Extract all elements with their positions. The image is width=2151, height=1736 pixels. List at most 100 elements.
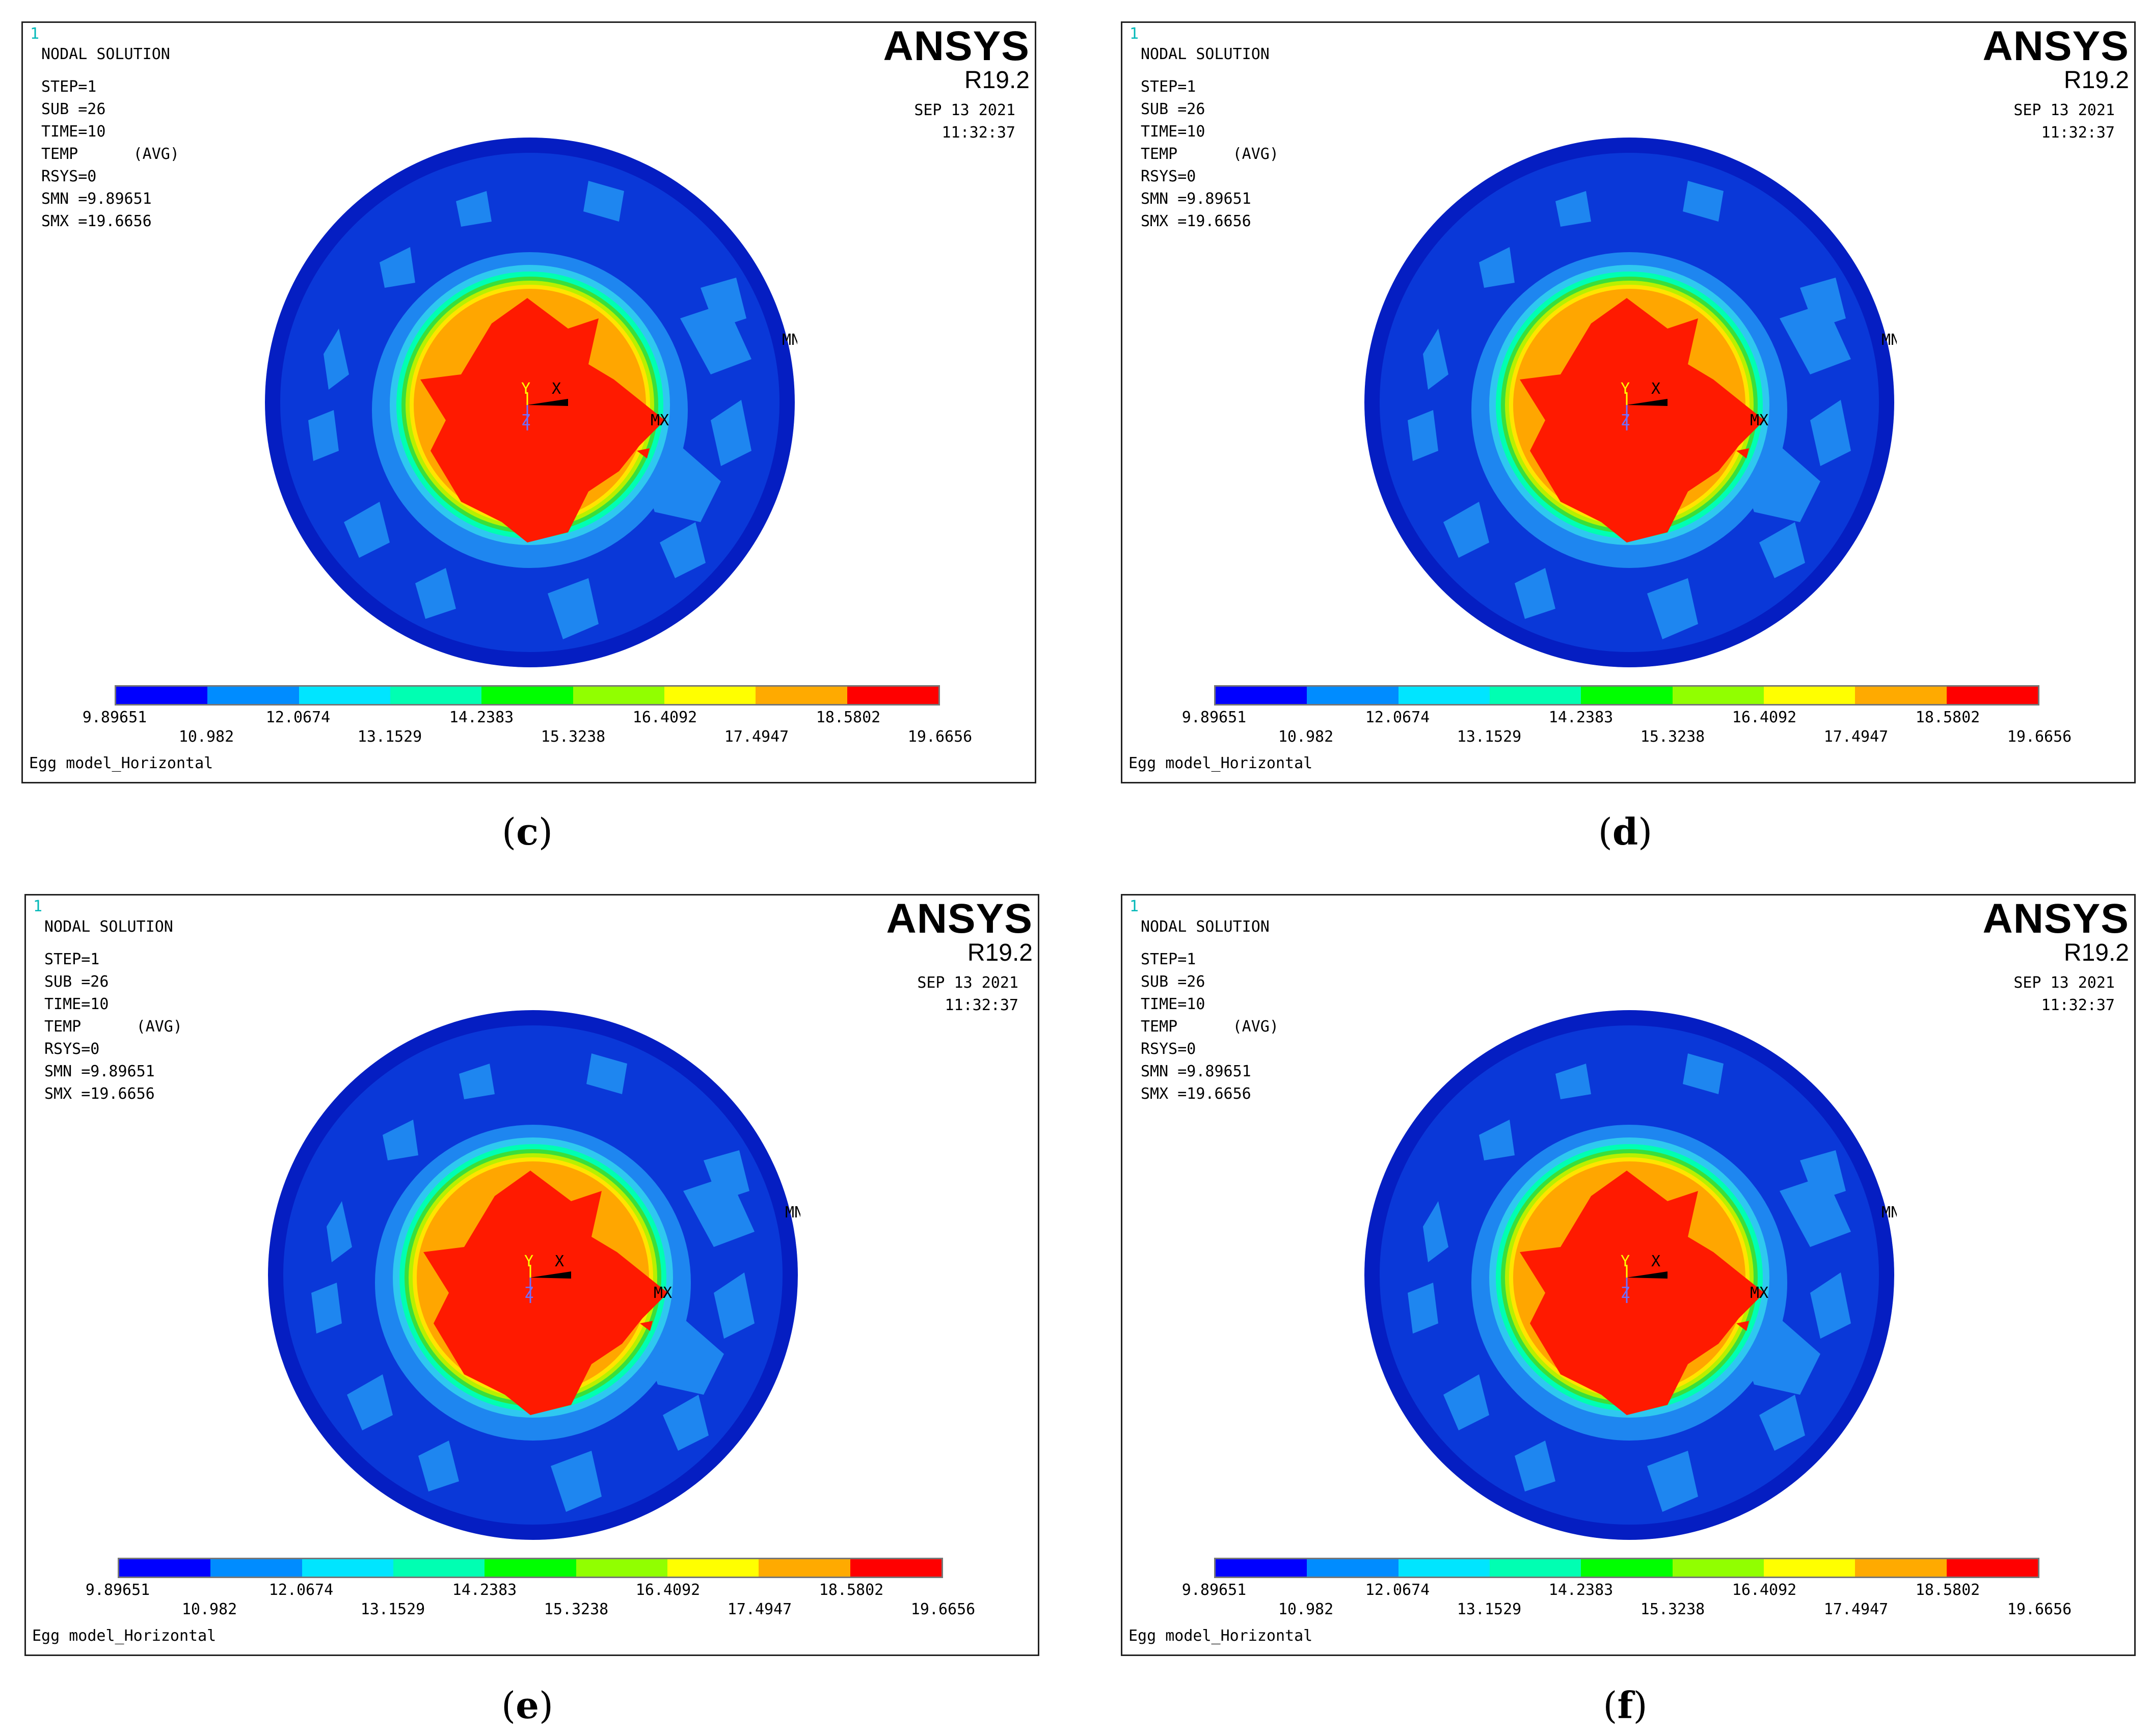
legend-tick-label: 9.89651	[1181, 709, 1247, 726]
legend-swatch	[1398, 1559, 1490, 1577]
legend-swatch	[1489, 687, 1581, 704]
max-marker: MX	[654, 1284, 672, 1302]
step-value: STEP=1	[41, 78, 97, 96]
ansys-panel-d: 1 NODAL SOLUTION STEP=1 SUB =26 TIME=10 …	[1121, 21, 2136, 783]
time-value: TIME=10	[41, 123, 106, 141]
plot-title: Egg model_Horizontal	[32, 1627, 217, 1645]
legend-tick-label: 19.6656	[2007, 1601, 2072, 1618]
caption-letter: c	[516, 810, 539, 853]
caption-letter: f	[1617, 1684, 1633, 1727]
min-marker: MN	[782, 331, 797, 349]
legend-swatch	[485, 1559, 576, 1577]
legend-swatch	[573, 687, 664, 704]
legend-swatch	[390, 687, 482, 704]
legend-tick-label: 17.4947	[724, 728, 789, 746]
legend-tick-label: 15.3238	[1640, 1601, 1705, 1618]
stamp-time: 11:32:37	[945, 996, 1019, 1014]
y-axis-label: Y	[521, 380, 530, 398]
brand-name: ANSYS	[883, 23, 1030, 69]
legend-swatch	[1672, 687, 1764, 704]
caption-letter: d	[1612, 810, 1638, 853]
legend-tick-label: 12.0674	[268, 1581, 334, 1599]
temperature-contour-plot: MN MX Y X Z	[265, 138, 797, 667]
rsys-value: RSYS=0	[41, 168, 97, 185]
x-axis-label: X	[1651, 380, 1660, 398]
legend-swatch	[756, 687, 847, 704]
brand-name: ANSYS	[1982, 896, 2129, 942]
z-axis-label: Z	[521, 412, 530, 429]
coordinate-triad: Y X Z	[1621, 1253, 1668, 1303]
max-marker: MX	[1750, 1284, 1768, 1302]
legend-swatch	[1946, 687, 2038, 704]
cool-patches	[311, 1053, 755, 1512]
legend-swatch	[759, 1559, 850, 1577]
legend-tick-label: 13.1529	[360, 1601, 425, 1618]
hot-core	[1520, 1171, 1764, 1415]
plot-title: Egg model_Horizontal	[1128, 754, 1313, 772]
rsys-value: RSYS=0	[1141, 168, 1196, 185]
legend-tick-label: 19.6656	[910, 1601, 976, 1618]
legend-tick-label: 17.4947	[1823, 1601, 1889, 1618]
ansys-logo: ANSYS R19.2	[886, 898, 1033, 966]
legend-swatch	[1216, 687, 1307, 704]
color-legend-bar	[115, 685, 940, 706]
hot-spot	[640, 1321, 653, 1331]
result-info: NODAL SOLUTION STEP=1 SUB =26 TIME=10 TE…	[1141, 916, 1279, 1105]
caption-letter: e	[516, 1684, 539, 1727]
legend-tick-label: 9.89651	[82, 709, 147, 726]
legend-tick-label: 10.982	[1278, 728, 1334, 746]
hot-spot	[637, 448, 650, 458]
min-marker: MN	[785, 1204, 800, 1222]
smx-value: SMX =19.6656	[1141, 212, 1251, 230]
legend-swatch	[302, 1559, 393, 1577]
hot-spot	[1736, 1321, 1749, 1331]
min-marker: MN	[1881, 1204, 1897, 1222]
z-axis-label: Z	[1621, 1284, 1630, 1302]
legend-swatch	[1855, 687, 1947, 704]
legend-tick-label: 14.2383	[449, 709, 514, 726]
brand-release: R19.2	[964, 67, 1030, 94]
brand-name: ANSYS	[886, 896, 1033, 942]
smn-value: SMN =9.89651	[1141, 190, 1251, 208]
stamp-date: SEP 13 2021	[914, 101, 1015, 119]
result-info: NODAL SOLUTION STEP=1 SUB =26 TIME=10 TE…	[44, 916, 182, 1105]
legend-swatch	[850, 1559, 942, 1577]
x-axis-label: X	[1651, 1253, 1660, 1270]
temp-value: TEMP (AVG)	[44, 1018, 182, 1036]
temperature-contour-plot: MN MX Y X Z	[1364, 1010, 1897, 1540]
y-axis-label: Y	[1621, 1253, 1630, 1270]
y-axis-label: Y	[1621, 380, 1630, 398]
smx-value: SMX =19.6656	[1141, 1085, 1251, 1103]
step-value: STEP=1	[44, 951, 100, 968]
legend-swatch	[1307, 687, 1399, 704]
sub-value: SUB =26	[1141, 973, 1205, 991]
legend-tick-label: 18.5802	[819, 1581, 884, 1599]
legend-tick-label: 9.89651	[85, 1581, 150, 1599]
legend-swatch	[481, 687, 573, 704]
hot-core	[423, 1171, 668, 1415]
legend-tick-label: 18.5802	[816, 709, 881, 726]
legend-swatch	[1672, 1559, 1764, 1577]
hot-core	[420, 298, 665, 542]
legend-swatch	[664, 687, 756, 704]
legend-tick-label: 12.0674	[1365, 709, 1430, 726]
time-value: TIME=10	[1141, 995, 1205, 1013]
z-axis-label: Z	[524, 1284, 533, 1302]
legend-swatch	[667, 1559, 759, 1577]
legend-tick-label: 14.2383	[452, 1581, 517, 1599]
y-axis-label: Y	[524, 1253, 533, 1270]
legend-swatch	[393, 1559, 485, 1577]
plot-title: Egg model_Horizontal	[1128, 1627, 1313, 1645]
ansys-panel-f: 1 NODAL SOLUTION STEP=1 SUB =26 TIME=10 …	[1121, 894, 2136, 1656]
legend-tick-label: 14.2383	[1548, 709, 1614, 726]
smn-value: SMN =9.89651	[44, 1063, 155, 1080]
result-title: NODAL SOLUTION	[1141, 45, 1270, 63]
brand-name: ANSYS	[1982, 23, 2129, 69]
legend-swatch	[1581, 687, 1673, 704]
legend-swatch	[1581, 1559, 1673, 1577]
smx-value: SMX =19.6656	[44, 1085, 155, 1103]
smn-value: SMN =9.89651	[41, 190, 152, 208]
smn-value: SMN =9.89651	[1141, 1063, 1251, 1080]
legend-tick-label: 15.3238	[544, 1601, 609, 1618]
legend-tick-label: 16.4092	[1732, 1581, 1797, 1599]
